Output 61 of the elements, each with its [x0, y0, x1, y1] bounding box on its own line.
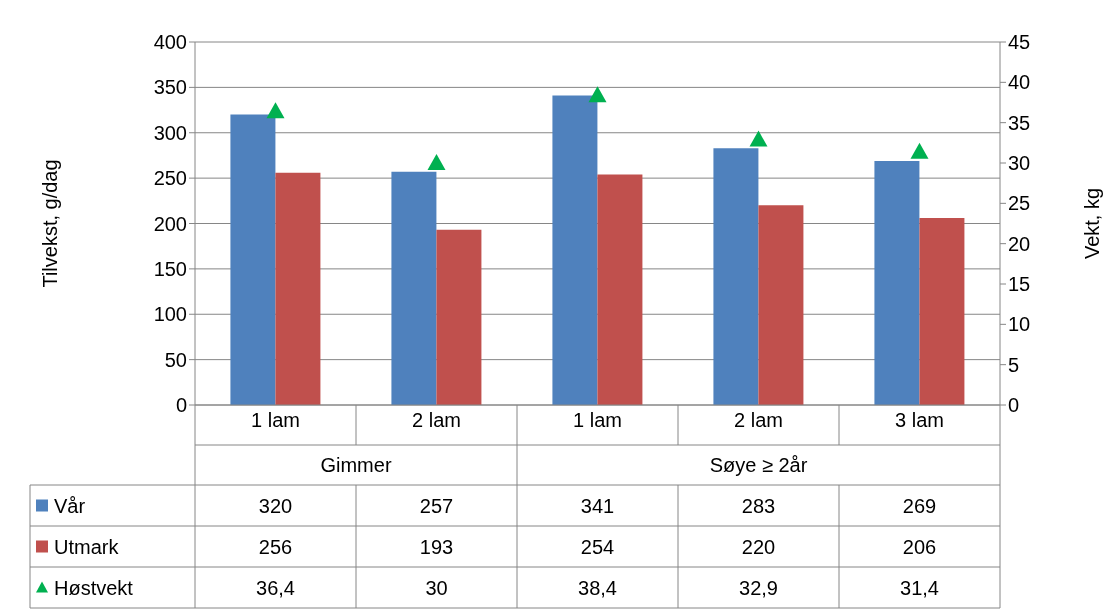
- y2-tick-label: 0: [1008, 394, 1020, 417]
- x-tick-label: 1 lam: [251, 409, 300, 432]
- y-tick-label: 0: [175, 394, 187, 417]
- text: Gimmer: [320, 454, 392, 476]
- x-tick-label: 2 lam: [412, 409, 461, 432]
- point: [266, 102, 285, 119]
- bar: [436, 229, 482, 405]
- y-tick-label: 350: [153, 76, 187, 99]
- x-tick-label: 1 lam: [573, 409, 622, 432]
- bar: [552, 95, 598, 405]
- y-tick-label: 400: [153, 31, 187, 54]
- point: [910, 142, 929, 159]
- y2-tick-label: 10: [1008, 313, 1031, 336]
- data-label: 31,4: [900, 576, 939, 599]
- bar: [275, 172, 321, 405]
- y-tick-label: 150: [153, 257, 187, 280]
- data-label: 220: [741, 535, 776, 558]
- x-tick-label: 3 lam: [895, 409, 944, 432]
- legend-label: Utmark: [54, 535, 120, 558]
- y-tick-label: 100: [153, 303, 187, 326]
- bar: [874, 160, 920, 405]
- text: Søye ≥ 2år: [709, 454, 808, 476]
- data-label: 206: [902, 535, 937, 558]
- y2-tick-label: 25: [1008, 192, 1031, 215]
- x-tick-label: 2 lam: [734, 409, 783, 432]
- y2-tick-label: 20: [1008, 232, 1031, 255]
- legend-label: Vår: [54, 494, 86, 517]
- legend-label: Høstvekt: [54, 576, 134, 599]
- bar: [713, 148, 759, 405]
- y2-tick-label: 35: [1008, 111, 1031, 134]
- y2-tick-label: 30: [1008, 152, 1031, 175]
- bar: [919, 218, 965, 405]
- bar: [758, 205, 804, 405]
- data-label: 283: [741, 494, 776, 517]
- y-tick-label: 250: [153, 167, 187, 190]
- y2-tick-label: 5: [1008, 353, 1020, 376]
- data-label: 38,4: [578, 576, 617, 599]
- data-label: 254: [580, 535, 615, 558]
- data-label: 269: [902, 494, 937, 517]
- data-label: 257: [419, 494, 454, 517]
- y2-tick-label: 40: [1008, 71, 1031, 94]
- point: [588, 86, 607, 103]
- data-label: 320: [258, 494, 293, 517]
- data-label: 341: [580, 494, 615, 517]
- data-label: 36,4: [256, 576, 295, 599]
- bar: [391, 171, 437, 405]
- y-axis-title: Tilvekst, g/dag: [39, 159, 62, 288]
- bar: [230, 114, 276, 405]
- data-label: 30: [425, 576, 448, 599]
- point: [427, 154, 446, 170]
- data-label: 256: [258, 535, 293, 558]
- bar: [597, 174, 643, 405]
- data-label: 193: [419, 535, 454, 558]
- data-label: 32,9: [739, 576, 778, 599]
- y-tick-label: 300: [153, 121, 187, 144]
- y2-axis-title: Vekt, kg: [1081, 187, 1104, 260]
- y2-tick-label: 45: [1008, 31, 1031, 54]
- point: [749, 130, 768, 147]
- y-tick-label: 50: [164, 348, 187, 371]
- y-tick-label: 200: [153, 212, 187, 235]
- y2-tick-label: 15: [1008, 273, 1031, 296]
